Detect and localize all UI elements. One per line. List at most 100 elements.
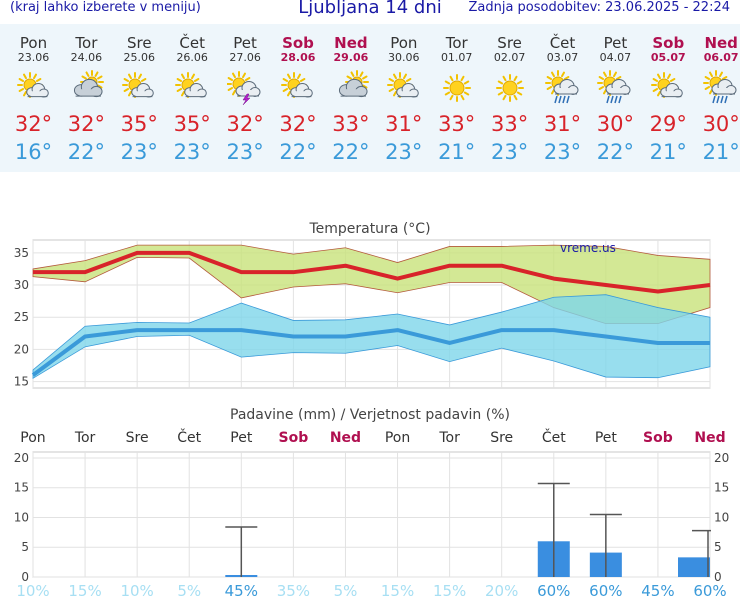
probability-label: 45% xyxy=(641,582,674,600)
day-name: Sob xyxy=(282,34,314,52)
forecast-day: Pon 30.06 31° 23° xyxy=(377,24,430,165)
y-tick-label-left: 0 xyxy=(21,570,29,584)
thunderstorm-icon xyxy=(226,71,261,106)
max-temperature: 32° xyxy=(226,112,264,136)
day-date: 02.07 xyxy=(493,51,526,64)
weather-icon-holder xyxy=(324,70,377,106)
chart-title: Temperatura (°C) xyxy=(308,221,430,237)
sun-rain-icon xyxy=(597,70,631,104)
cloudy-sun-icon xyxy=(338,70,369,98)
day-name: Sob xyxy=(652,34,685,52)
probability-label: 15% xyxy=(381,582,414,600)
y-tick-label-left: 5 xyxy=(21,540,29,554)
min-temperature: 21° xyxy=(438,140,476,164)
probability-label: 5% xyxy=(177,582,201,600)
day-date: 06.07 xyxy=(703,51,739,64)
weather-icon-holder xyxy=(113,70,166,106)
forecast-day: Čet 26.06 35° 23° xyxy=(166,24,219,165)
y-tick-label-left: 10 xyxy=(14,510,29,524)
day-name: Pet xyxy=(233,34,257,52)
probability-label: 60% xyxy=(537,582,570,600)
daily-forecast-strip: Pon 23.06 32° 16° Tor 24.06 32° 22° Sre 25.06 35° 2… xyxy=(0,24,740,172)
forecast-day: Čet 03.07 31° 23° xyxy=(536,24,589,165)
weather-icon-holder xyxy=(695,70,740,106)
day-name: Sre xyxy=(127,34,152,52)
probability-label: 20% xyxy=(485,582,518,600)
sun-icon xyxy=(442,74,471,102)
chart-title: Padavine (mm) / Verjetnost padavin (%) xyxy=(230,407,510,423)
min-temperature: 16° xyxy=(14,140,53,164)
max-temperature: 33° xyxy=(490,112,529,136)
forecast-day: Pet 04.07 30° 22° xyxy=(589,24,642,165)
y-tick-label: 30 xyxy=(14,278,29,292)
probability-label: 60% xyxy=(589,582,622,600)
x-category-label: Čet xyxy=(542,428,566,446)
day-date: 23.06 xyxy=(17,51,50,64)
precipitation-chart: Padavine (mm) / Verjetnost padavin (%) Po… xyxy=(14,407,730,600)
min-temperature: 23° xyxy=(226,140,264,164)
forecast-day: Sre 02.07 33° 23° xyxy=(483,24,536,165)
forecast-day: Tor 01.07 33° 21° xyxy=(430,24,483,165)
probability-label: 45% xyxy=(225,582,258,600)
min-temperature: 21° xyxy=(649,140,687,164)
day-name: Čet xyxy=(179,34,205,52)
forecast-day: Sob 05.07 29° 21° xyxy=(642,24,695,165)
day-date: 04.07 xyxy=(599,51,632,64)
max-temperature: 31° xyxy=(385,112,423,136)
probability-label: 15% xyxy=(433,582,466,600)
day-date: 24.06 xyxy=(70,51,103,64)
max-temperature: 30° xyxy=(596,112,634,136)
day-date: 29.06 xyxy=(333,51,369,64)
sun-cloud-icon xyxy=(122,72,155,98)
min-temperature: 23° xyxy=(173,140,211,164)
day-name: Pet xyxy=(603,34,628,52)
day-name: Pon xyxy=(19,34,48,52)
sun-cloud-icon xyxy=(386,72,419,98)
y-tick-label-left: 15 xyxy=(14,481,29,495)
max-temperature-line xyxy=(33,250,711,294)
day-date: 03.07 xyxy=(546,51,579,64)
x-category-label: Pet xyxy=(230,430,253,446)
probability-label: 15% xyxy=(68,582,101,600)
day-name: Ned xyxy=(334,34,368,52)
min-temperature: 23° xyxy=(120,140,158,164)
min-temperature: 22° xyxy=(596,140,634,164)
max-temperature-range xyxy=(32,244,711,325)
max-temperature: 30° xyxy=(702,112,740,136)
min-temperature-range xyxy=(32,294,711,380)
day-date: 26.06 xyxy=(176,51,208,64)
sun-cloud-icon xyxy=(651,72,684,98)
x-category-label: Ned xyxy=(330,430,361,446)
weather-icon-holder xyxy=(60,70,113,106)
day-name: Čet xyxy=(549,34,576,52)
day-date: 05.07 xyxy=(650,51,686,64)
precipitation-bar xyxy=(678,557,710,577)
day-name: Ned xyxy=(704,34,738,52)
y-tick-label: 15 xyxy=(14,375,29,389)
forecast-day: Ned 29.06 33° 22° xyxy=(324,24,377,165)
sun-cloud-icon xyxy=(16,72,49,98)
y-tick-label-right: 10 xyxy=(714,510,729,524)
top-bar: (kraj lahko izberete v meniju) Ljubljana… xyxy=(0,0,740,20)
day-date: 30.06 xyxy=(388,51,420,64)
day-date: 25.06 xyxy=(123,51,156,64)
x-category-label: Pon xyxy=(20,430,45,446)
y-tick-label-right: 0 xyxy=(714,570,722,584)
probability-label: 5% xyxy=(334,582,358,600)
probability-label: 10% xyxy=(16,582,49,600)
min-temperature: 22° xyxy=(67,140,105,164)
x-category-label: Sre xyxy=(126,430,149,446)
menu-hint[interactable]: (kraj lahko izberete v meniju) xyxy=(10,0,201,15)
weather-icon-holder xyxy=(166,70,219,106)
day-name: Tor xyxy=(445,34,468,52)
max-temperature: 35° xyxy=(120,112,158,136)
sun-cloud-icon xyxy=(281,72,313,98)
day-name: Pon xyxy=(390,34,418,52)
probability-label: 10% xyxy=(120,582,153,600)
max-temperature: 32° xyxy=(279,112,317,136)
cloudy-sun-icon xyxy=(74,70,105,98)
min-temperature-line xyxy=(31,328,710,377)
y-tick-label-right: 5 xyxy=(714,540,722,554)
page-title: Ljubljana 14 dni xyxy=(298,0,442,18)
weather-icon-holder xyxy=(430,70,483,106)
